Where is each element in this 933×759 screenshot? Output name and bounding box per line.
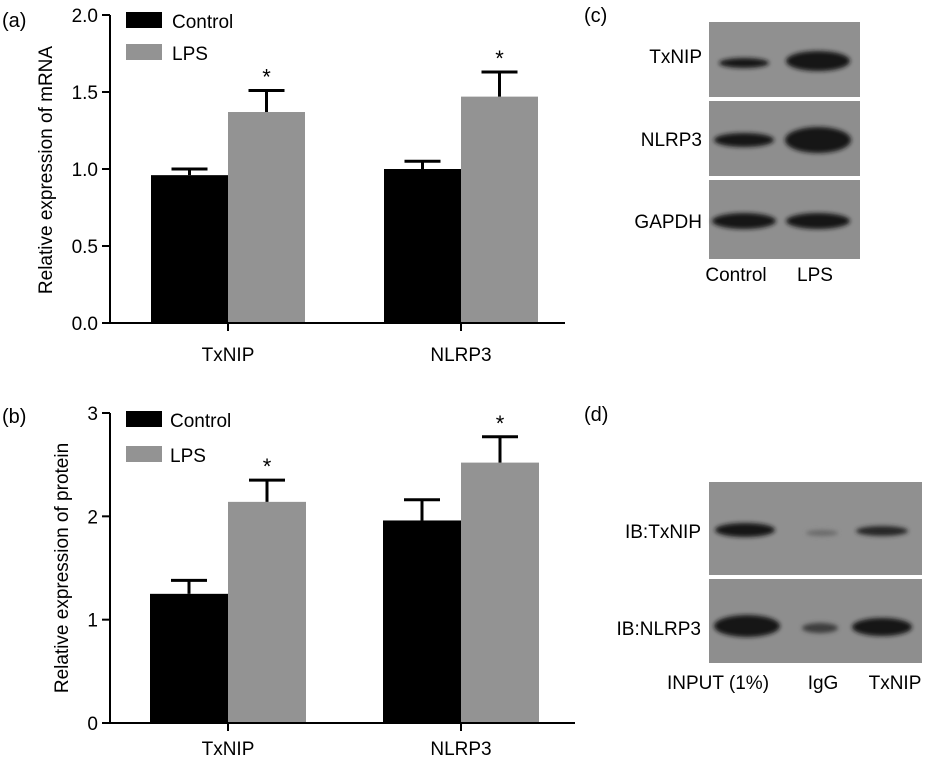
bar-control-nlrp3 xyxy=(384,169,461,323)
band-ib-txnip-txnip xyxy=(856,526,908,536)
blot-lane-label-txnip: TxNIP xyxy=(869,673,922,694)
band-gapdh-lps xyxy=(786,213,850,229)
legend-label-lps: LPS xyxy=(172,44,208,65)
y-tick-label: 0.5 xyxy=(72,237,98,258)
y-tick-label: 2.0 xyxy=(72,6,98,27)
y-tick-label: 1.0 xyxy=(72,160,98,181)
panel-label-b: (b) xyxy=(2,406,26,428)
chart-legend: Control LPS xyxy=(126,411,231,467)
band-ib-nlrp3-txnip xyxy=(852,618,912,636)
y-tick-label: 1 xyxy=(87,611,98,632)
blot-row-label-ib-nlrp3: IB:NLRP3 xyxy=(617,619,701,640)
blot-bands xyxy=(714,523,912,637)
blot-bands xyxy=(712,51,851,229)
band-gapdh-control xyxy=(712,213,776,229)
panel-label-c: (c) xyxy=(584,5,607,27)
panel-label-d: (d) xyxy=(584,404,608,426)
blot-row-label-ib-txnip: IB:TxNIP xyxy=(625,522,701,543)
blot-lane-label-lps: LPS xyxy=(797,265,833,286)
y-tick-label: 0 xyxy=(87,714,98,735)
bar-lps-txnip xyxy=(228,501,306,723)
legend-swatch-lps xyxy=(126,446,162,462)
blot-lane-label-igg: IgG xyxy=(808,673,839,694)
y-tick-label: 2 xyxy=(87,507,98,528)
band-nlrp3-control xyxy=(714,133,774,147)
legend-swatch-control xyxy=(126,411,162,427)
band-ib-nlrp3-igg xyxy=(802,623,838,633)
x-tick-label: TxNIP xyxy=(202,345,255,366)
band-ib-txnip-input xyxy=(715,523,775,537)
x-tick-label: NLRP3 xyxy=(430,345,491,366)
x-tick-label: TxNIP xyxy=(202,739,255,759)
bar-control-txnip xyxy=(150,593,228,723)
band-nlrp3-lps xyxy=(785,127,851,153)
blot-lane-label-control: Control xyxy=(705,265,766,286)
bar-lps-nlrp3 xyxy=(461,462,539,723)
y-tick-label: 0.0 xyxy=(72,314,98,335)
x-tick-label: NLRP3 xyxy=(430,739,491,759)
legend-label-lps: LPS xyxy=(170,446,206,467)
chart-legend: Control LPS xyxy=(126,12,233,65)
bar-lps-txnip xyxy=(228,112,305,324)
y-tick-label: 3 xyxy=(87,404,98,425)
western-blot-c: TxNIP NLRP3 GAPDH Control LPS xyxy=(634,22,860,286)
bar-chart-mrna: Relative expression of mRNA Control LPS … xyxy=(36,6,565,366)
bar-control-txnip xyxy=(151,175,228,323)
band-ib-txnip-igg xyxy=(806,530,838,536)
y-axis-label: Relative expression of protein xyxy=(52,443,73,693)
blot-row-label-txnip: TxNIP xyxy=(649,47,702,68)
blot-row-label-gapdh: GAPDH xyxy=(634,212,702,233)
legend-swatch-control xyxy=(126,12,162,28)
bar-chart-protein: Relative expression of protein Control L… xyxy=(52,404,575,759)
band-txnip-control xyxy=(719,58,769,68)
significance-marker: * xyxy=(495,46,504,71)
legend-label-control: Control xyxy=(172,12,233,33)
significance-marker: * xyxy=(262,64,271,89)
bar-lps-nlrp3 xyxy=(461,96,538,324)
significance-marker: * xyxy=(496,411,505,436)
blot-row-label-nlrp3: NLRP3 xyxy=(641,130,702,151)
bar-control-nlrp3 xyxy=(383,520,461,723)
significance-marker: * xyxy=(263,454,272,479)
y-axis-label: Relative expression of mRNA xyxy=(36,46,57,294)
y-tick-label: 1.5 xyxy=(72,83,98,104)
panel-label-a: (a) xyxy=(2,10,26,32)
co-ip-blot-d: IB:TxNIP IB:NLRP3 INPUT (1%) IgG TxNIP xyxy=(617,482,922,694)
band-ib-nlrp3-input xyxy=(714,615,780,637)
band-txnip-lps xyxy=(786,51,850,71)
legend-swatch-lps xyxy=(126,44,162,60)
blot-lane-label-input: INPUT (1%) xyxy=(667,673,769,694)
legend-label-control: Control xyxy=(170,411,231,432)
